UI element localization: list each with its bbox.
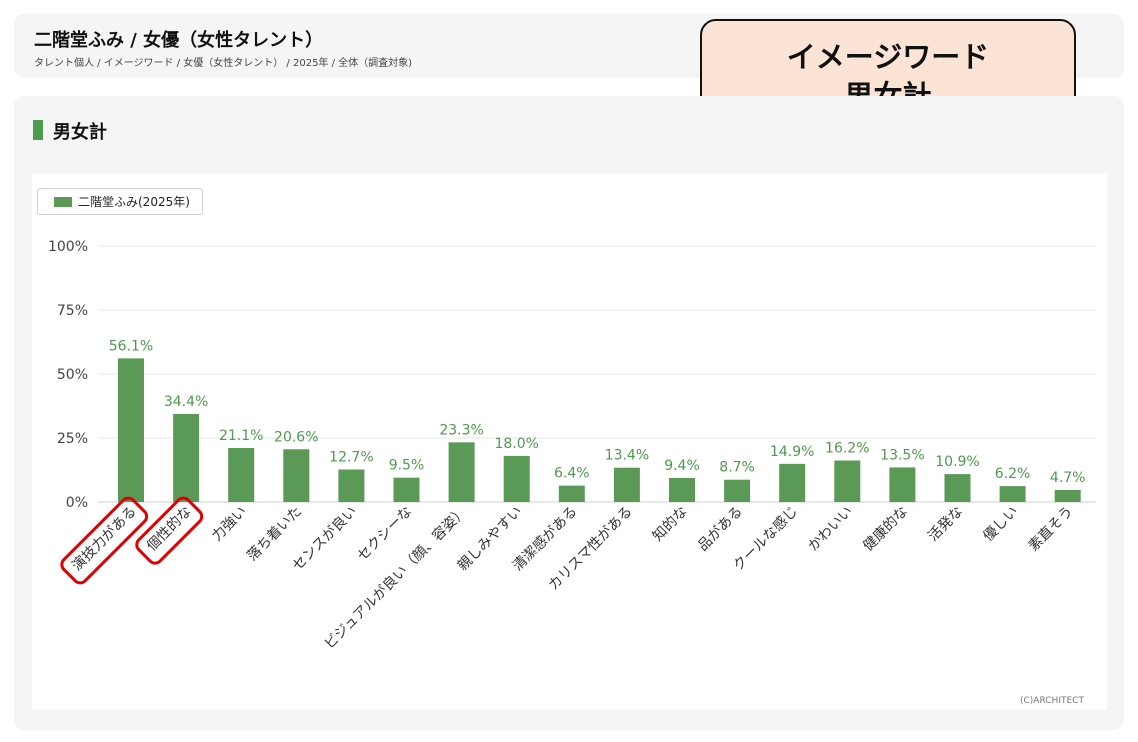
x-category-label: 活発な xyxy=(925,504,966,545)
bar-value-label: 6.2% xyxy=(995,466,1031,482)
x-category-label: 力強い xyxy=(209,504,250,545)
page-title: 二階堂ふみ / 女優（女性タレント） xyxy=(34,30,324,51)
bar-value-label: 18.0% xyxy=(494,436,538,452)
section-marker xyxy=(33,120,43,140)
legend[interactable]: 二階堂ふみ(2025年) xyxy=(37,188,203,215)
highlight-outline xyxy=(60,496,149,585)
y-tick-label: 100% xyxy=(48,239,88,255)
y-tick-label: 25% xyxy=(57,431,88,447)
highlight-box xyxy=(135,496,204,565)
bar-value-label: 23.3% xyxy=(439,422,483,438)
chart-panel xyxy=(32,174,1107,710)
bar-value-label: 10.9% xyxy=(935,454,979,470)
bar-value-label: 14.9% xyxy=(770,444,814,460)
bar-value-label: 13.5% xyxy=(880,447,924,463)
bar[interactable] xyxy=(283,449,310,502)
x-category-label: 優しい xyxy=(980,504,1021,545)
x-category-label: 品がある xyxy=(695,504,746,555)
bar-value-label: 8.7% xyxy=(719,460,755,476)
legend-label: 二階堂ふみ(2025年) xyxy=(78,195,190,209)
callout-line-1: イメージワード xyxy=(786,39,990,74)
bar[interactable] xyxy=(834,460,861,502)
bar-value-label: 16.2% xyxy=(825,441,869,457)
bar[interactable] xyxy=(779,463,806,502)
bar[interactable] xyxy=(448,442,475,502)
y-tick-label: 50% xyxy=(57,367,88,383)
bar-value-label: 34.4% xyxy=(164,394,208,410)
bar-value-label: 6.4% xyxy=(554,466,590,482)
x-category-label: 素直そう xyxy=(1025,503,1077,555)
bar[interactable] xyxy=(503,455,530,502)
bar[interactable] xyxy=(999,486,1026,502)
bar[interactable] xyxy=(338,469,365,502)
bar-value-label: 12.7% xyxy=(329,449,373,465)
section-title: 男女計 xyxy=(53,122,107,143)
copyright-credit: (C)ARCHITECT xyxy=(1020,696,1084,706)
bar[interactable] xyxy=(558,485,585,502)
bar-value-label: 9.5% xyxy=(389,458,425,474)
bar[interactable] xyxy=(118,358,144,502)
bar-value-label: 20.6% xyxy=(274,429,318,445)
x-category-label: 健康的な xyxy=(860,503,912,555)
legend-swatch xyxy=(54,197,72,207)
breadcrumb: タレント個人 / イメージワード / 女優（女性タレント） / 2025年 / … xyxy=(34,58,413,69)
y-tick-label: 0% xyxy=(66,495,88,511)
bar-value-label: 13.4% xyxy=(605,448,649,464)
bar[interactable] xyxy=(1054,489,1081,502)
bar[interactable] xyxy=(889,467,916,502)
y-tick-label: 75% xyxy=(57,303,88,319)
bar[interactable] xyxy=(669,477,695,502)
bar-value-label: 4.7% xyxy=(1050,470,1086,486)
bar[interactable] xyxy=(173,413,200,502)
bar[interactable] xyxy=(613,467,640,502)
bar[interactable] xyxy=(228,447,255,502)
bar[interactable] xyxy=(724,479,751,502)
bar-value-label: 21.1% xyxy=(219,428,263,444)
highlight-outline xyxy=(135,496,204,565)
bar-value-label: 9.4% xyxy=(664,458,700,474)
x-category-label: 知的な xyxy=(649,503,691,545)
bar[interactable] xyxy=(393,477,420,502)
x-category-label: かわいい xyxy=(805,504,856,555)
bar[interactable] xyxy=(944,474,971,502)
bar-value-label: 56.1% xyxy=(109,338,153,354)
highlight-box xyxy=(60,496,149,585)
